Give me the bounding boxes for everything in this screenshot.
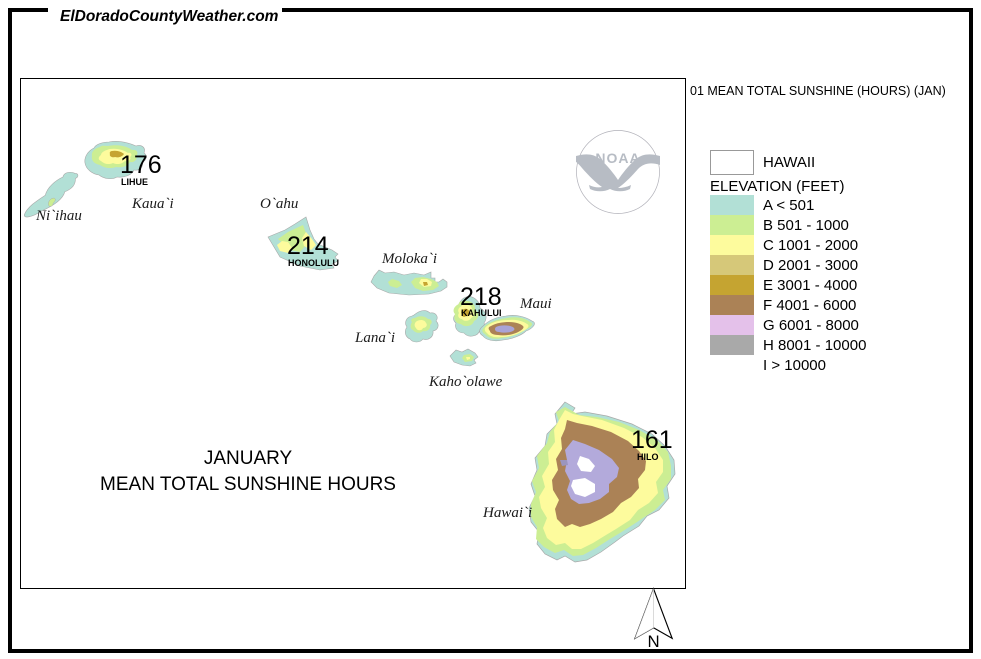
svg-text:N: N [647, 632, 659, 649]
svg-text:NOAA: NOAA [595, 150, 640, 166]
